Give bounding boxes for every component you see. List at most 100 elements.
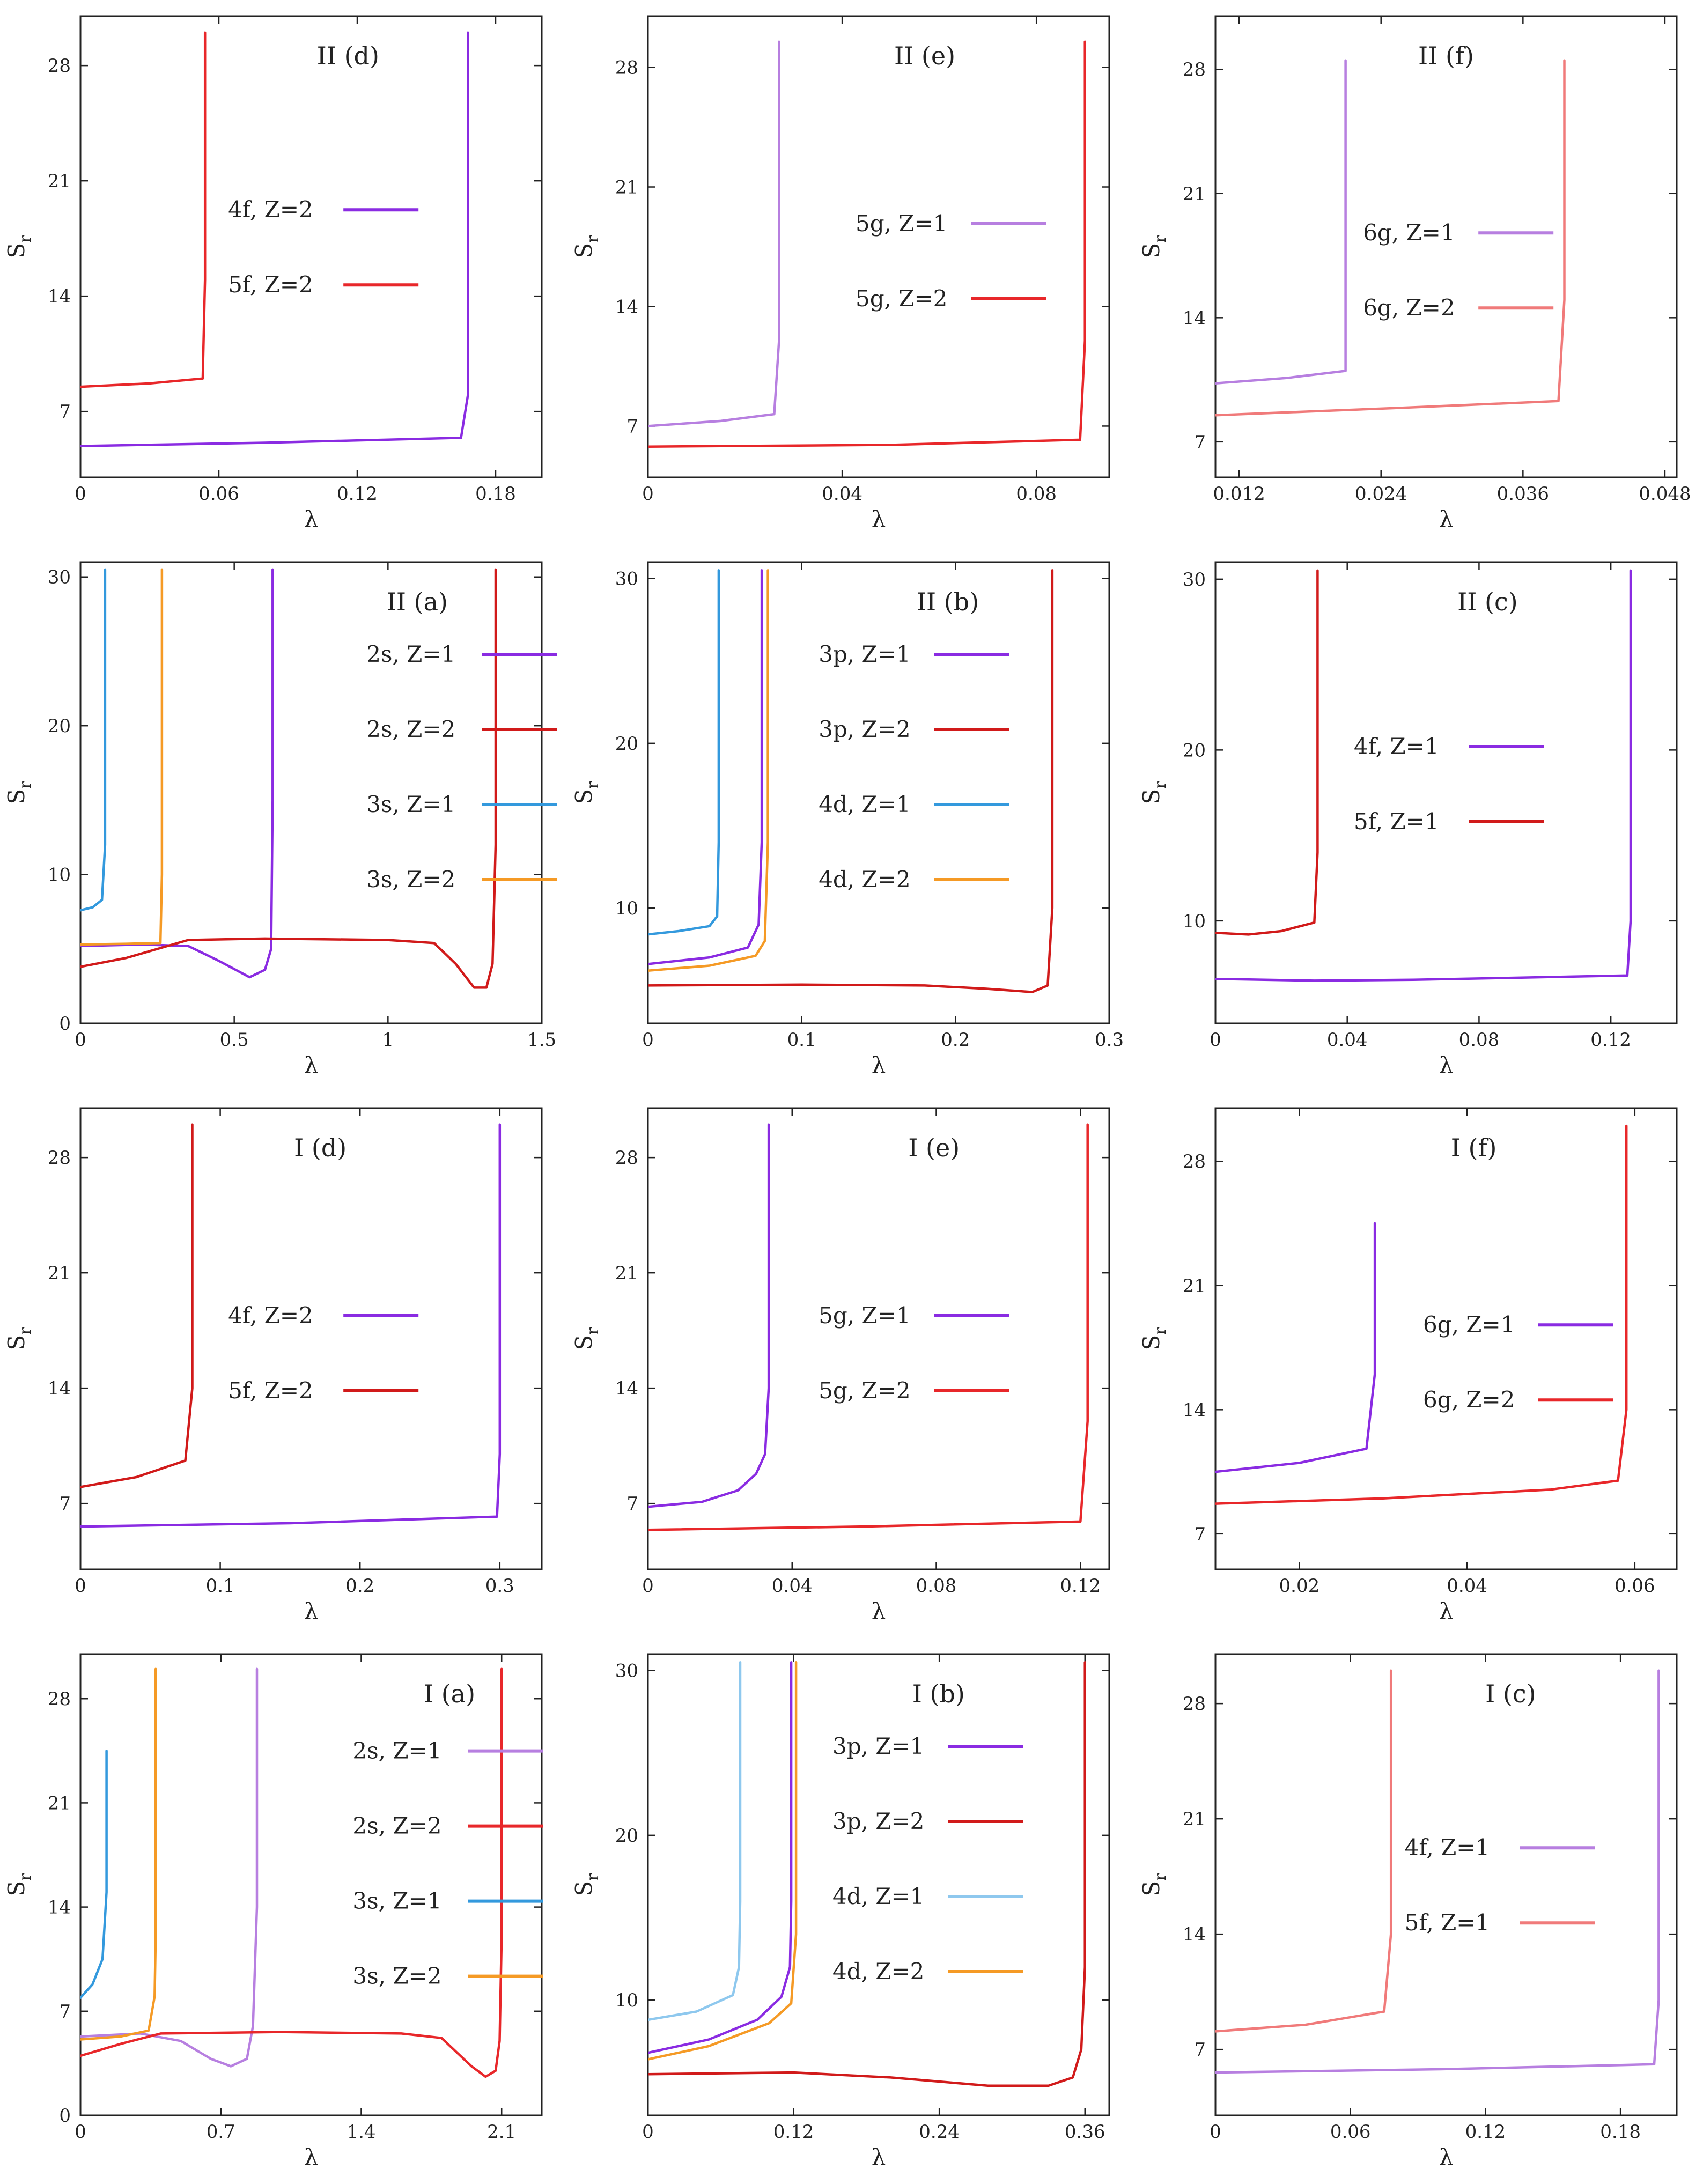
panel-title: II (f) xyxy=(1418,41,1474,70)
x-tick-label: 0.12 xyxy=(1590,1029,1631,1051)
series-line xyxy=(80,568,107,912)
y-axis-label: Sr xyxy=(571,781,602,805)
series-line xyxy=(1215,59,1347,385)
x-tick-label: 0 xyxy=(642,2121,654,2143)
panel-title: II (b) xyxy=(917,587,979,616)
legend-label: 3s, Z=2 xyxy=(366,866,455,892)
y-tick-label: 28 xyxy=(615,1147,638,1169)
legend-label: 2s, Z=2 xyxy=(366,716,455,742)
legend-label: 5f, Z=2 xyxy=(228,271,313,298)
y-axis-label: Sr xyxy=(1138,235,1170,259)
y-tick-label: 14 xyxy=(1183,1399,1206,1421)
series-line xyxy=(648,1661,742,2021)
y-tick-label: 28 xyxy=(48,1688,71,1710)
y-tick-label: 20 xyxy=(615,733,638,755)
legend-label: 5f, Z=2 xyxy=(228,1377,313,1404)
x-tick-label: 0.08 xyxy=(916,1575,957,1597)
series-line xyxy=(648,569,763,965)
legend-label: 6g, Z=2 xyxy=(1363,294,1455,321)
legend-label: 5g, Z=1 xyxy=(819,1302,910,1329)
x-tick-label: 0.36 xyxy=(1065,2121,1105,2143)
y-tick-label: 30 xyxy=(48,567,71,588)
x-tick-label: 1.4 xyxy=(347,2121,375,2143)
legend-label: 4d, Z=1 xyxy=(832,1883,924,1909)
legend-label: 5g, Z=2 xyxy=(819,1377,910,1404)
legend-label: 6g, Z=1 xyxy=(1363,219,1455,246)
legend-label: 4f, Z=2 xyxy=(228,1302,313,1329)
legend-label: 5f, Z=1 xyxy=(1354,808,1439,835)
x-tick-label: 0 xyxy=(642,1575,654,1597)
y-tick-label: 14 xyxy=(1183,307,1206,329)
series-line xyxy=(648,569,769,972)
panel-II-d: 0 0.06 0.12 0.18 7 14 21 28 λ Sr II (d) 4f, Z=2 5f, … xyxy=(0,0,563,542)
x-axis-label: λ xyxy=(304,2144,319,2170)
chart-I-c: 0 0.06 0.12 0.18 7 14 21 28 λ Sr I (c) 4f, Z=1 5f, Z… xyxy=(1138,1653,1678,2170)
y-tick-label: 7 xyxy=(1194,2039,1206,2061)
y-tick-label: 28 xyxy=(1183,1693,1206,1715)
x-tick-label: 0.1 xyxy=(206,1575,235,1597)
x-axis-label: λ xyxy=(304,1052,319,1078)
chart-II-f: 0.012 0.024 0.036 0.048 7 14 21 28 λ Sr II (f) 6g, … xyxy=(1138,15,1691,532)
x-tick-label: 0.1 xyxy=(787,1029,816,1051)
x-tick-label: 0.12 xyxy=(1060,1575,1101,1597)
y-tick-label: 30 xyxy=(615,1661,638,1682)
x-tick-label: 0 xyxy=(75,483,86,505)
panel-I-a: 0 0.7 1.4 2.1 0 7 14 21 28 λ Sr I (a) 2s, Z=1 2s, Z=2… xyxy=(0,1638,563,2180)
x-tick-label: 0.02 xyxy=(1279,1575,1320,1597)
legend-label: 2s, Z=2 xyxy=(352,1813,441,1839)
x-tick-label: 0.12 xyxy=(1465,2121,1506,2143)
x-tick-label: 0.24 xyxy=(919,2121,960,2143)
series-line xyxy=(80,568,274,979)
y-tick-label: 20 xyxy=(615,1825,638,1847)
y-axis-label: Sr xyxy=(571,1873,602,1897)
x-axis-label: λ xyxy=(872,1052,886,1078)
x-tick-label: 0.3 xyxy=(485,1575,514,1597)
y-tick-label: 21 xyxy=(48,1263,71,1284)
chart-II-e: 0 0.04 0.08 7 14 21 28 λ Sr II (e) 5g, Z=1 5g, Z=2 xyxy=(571,15,1110,532)
x-tick-label: 0.08 xyxy=(1459,1029,1500,1051)
y-tick-label: 28 xyxy=(1183,1151,1206,1172)
x-tick-label: 0.04 xyxy=(1327,1029,1368,1051)
series-line xyxy=(648,1123,1089,1531)
y-axis-label: Sr xyxy=(571,1327,602,1351)
y-tick-label: 10 xyxy=(48,865,71,886)
x-tick-label: 0 xyxy=(642,1029,654,1051)
y-tick-label: 28 xyxy=(48,1147,71,1169)
legend-label: 2s, Z=1 xyxy=(366,641,455,667)
x-axis-label: λ xyxy=(872,1598,886,1624)
x-axis-label: λ xyxy=(304,1598,319,1624)
series-line xyxy=(648,569,1054,993)
series-line xyxy=(80,1123,502,1528)
legend-label: 4f, Z=2 xyxy=(228,196,313,223)
series-line xyxy=(648,569,720,936)
panel-title: I (e) xyxy=(908,1133,960,1162)
chart-I-b: 0 0.12 0.24 0.36 10 20 30 λ Sr I (b) 3p, Z=1 3p, Z=… xyxy=(571,1653,1110,2170)
x-tick-label: 0 xyxy=(75,1575,86,1597)
series-line xyxy=(648,40,1086,448)
y-tick-label: 21 xyxy=(615,1263,638,1284)
chart-I-f: 0.02 0.04 0.06 7 14 21 28 λ Sr I (f) 6g, Z=1 6g, Z=… xyxy=(1138,1107,1678,1624)
series-line xyxy=(1215,1669,1660,2074)
chart-II-d: 0 0.06 0.12 0.18 7 14 21 28 λ Sr II (d) 4f, Z=2 5f, … xyxy=(3,15,543,532)
y-tick-label: 30 xyxy=(615,569,638,590)
legend-label: 4f, Z=1 xyxy=(1354,733,1439,759)
series-line xyxy=(1215,1222,1376,1473)
x-tick-label: 0.06 xyxy=(1330,2121,1371,2143)
x-tick-label: 0.2 xyxy=(345,1575,374,1597)
y-tick-label: 28 xyxy=(1183,59,1206,80)
y-tick-label: 20 xyxy=(48,715,71,737)
series-line xyxy=(80,31,207,388)
legend-label: 3p, Z=2 xyxy=(832,1808,924,1834)
plot-frame xyxy=(79,15,543,478)
x-tick-label: 0 xyxy=(1210,2121,1221,2143)
legend-label: 4d, Z=2 xyxy=(832,1958,924,1984)
x-tick-label: 0.012 xyxy=(1213,483,1265,505)
x-tick-label: 0.3 xyxy=(1095,1029,1124,1051)
legend-label: 3s, Z=2 xyxy=(352,1963,441,1989)
y-tick-label: 14 xyxy=(1183,1924,1206,1945)
y-tick-label: 20 xyxy=(1183,740,1206,761)
series-line xyxy=(1215,569,1632,982)
legend-label: 5f, Z=1 xyxy=(1405,1909,1490,1936)
series-line xyxy=(80,568,164,946)
y-axis-label: Sr xyxy=(1138,1327,1170,1351)
